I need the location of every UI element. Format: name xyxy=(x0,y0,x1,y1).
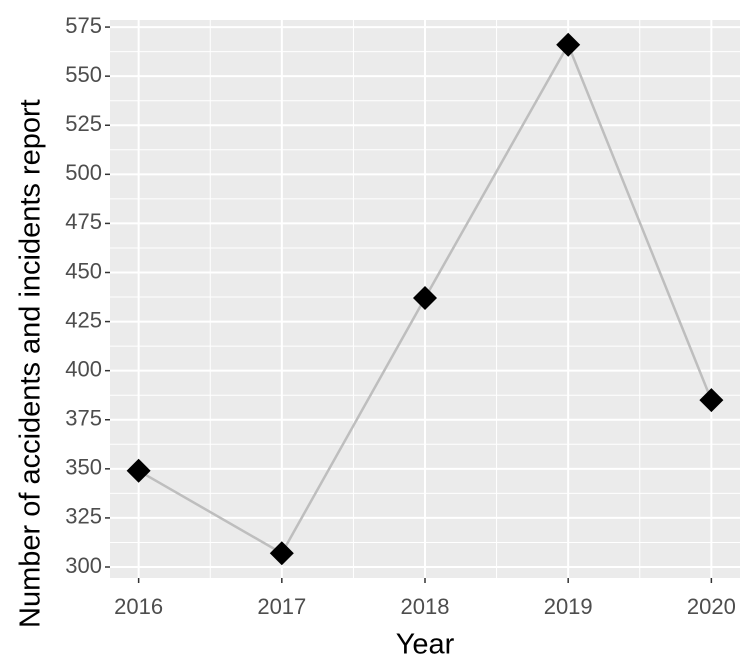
y-tick-label: 550 xyxy=(65,62,102,87)
x-tick-label: 2017 xyxy=(257,594,306,619)
x-tick-label: 2018 xyxy=(401,594,450,619)
y-tick-label: 500 xyxy=(65,160,102,185)
y-tick-label: 400 xyxy=(65,356,102,381)
y-tick-label: 475 xyxy=(65,209,102,234)
marker xyxy=(413,286,437,311)
y-tick-label: 425 xyxy=(65,307,102,332)
y-tick-label: 300 xyxy=(65,553,102,578)
y-tick-label: 450 xyxy=(65,258,102,283)
marker xyxy=(126,458,151,483)
y-tick-label: 375 xyxy=(65,406,102,431)
marker xyxy=(699,388,724,413)
x-tick-label: 2019 xyxy=(544,594,593,619)
y-tick-label: 575 xyxy=(65,13,102,38)
y-tick-label: 525 xyxy=(65,111,102,136)
y-tick-label: 350 xyxy=(65,455,102,480)
y-axis-title: Number of accidents and incidents report xyxy=(15,99,47,628)
x-tick-label: 2016 xyxy=(114,594,163,619)
marker xyxy=(269,541,294,566)
x-tick-label: 2020 xyxy=(687,594,736,619)
x-axis-title: Year xyxy=(396,629,455,661)
marker xyxy=(556,32,581,57)
y-tick-label: 325 xyxy=(65,504,102,529)
